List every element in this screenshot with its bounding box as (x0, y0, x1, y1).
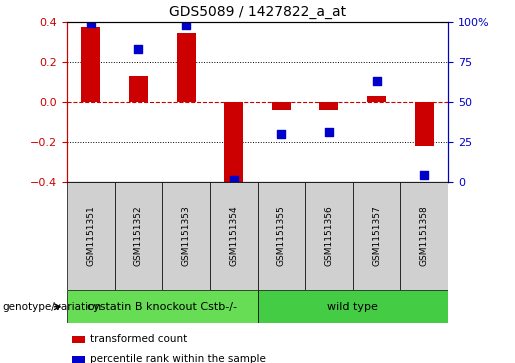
Text: GSM1151353: GSM1151353 (182, 205, 191, 266)
Text: transformed count: transformed count (91, 334, 187, 344)
Bar (81, 27, 100, 102)
Bar (272, 102, 291, 110)
Text: wild type: wild type (328, 302, 378, 312)
Point (372, 78, 381, 84)
Text: GSM1151356: GSM1151356 (324, 205, 333, 266)
Point (420, 172, 428, 178)
Bar (67, 182, 115, 290)
Text: GSM1151352: GSM1151352 (134, 205, 143, 266)
Bar (162, 182, 210, 290)
Bar (210, 182, 258, 290)
Bar (129, 76, 148, 102)
Text: GSM1151354: GSM1151354 (229, 205, 238, 266)
Point (325, 129, 333, 135)
Bar (177, 33, 196, 102)
Text: GSM1151351: GSM1151351 (87, 205, 95, 266)
Point (134, 46, 143, 52)
Bar (415, 102, 434, 146)
Text: GSM1151355: GSM1151355 (277, 205, 286, 266)
Bar (305, 182, 353, 290)
Bar (258, 290, 448, 323)
Text: percentile rank within the sample: percentile rank within the sample (91, 354, 266, 363)
Bar (353, 182, 401, 290)
Text: cystatin B knockout Cstb-/-: cystatin B knockout Cstb-/- (87, 302, 237, 312)
Bar (258, 182, 305, 290)
Bar (367, 95, 386, 102)
Point (182, 22, 190, 28)
Point (277, 131, 285, 136)
Bar (319, 102, 338, 110)
Point (87, 20, 95, 26)
Title: GDS5089 / 1427822_a_at: GDS5089 / 1427822_a_at (169, 5, 346, 19)
Bar (224, 102, 243, 185)
Text: GSM1151358: GSM1151358 (420, 205, 428, 266)
Text: GSM1151357: GSM1151357 (372, 205, 381, 266)
Bar (401, 182, 448, 290)
Bar (67, 290, 258, 323)
Bar (114, 182, 162, 290)
Text: genotype/variation: genotype/variation (3, 302, 101, 312)
Point (230, 177, 238, 183)
